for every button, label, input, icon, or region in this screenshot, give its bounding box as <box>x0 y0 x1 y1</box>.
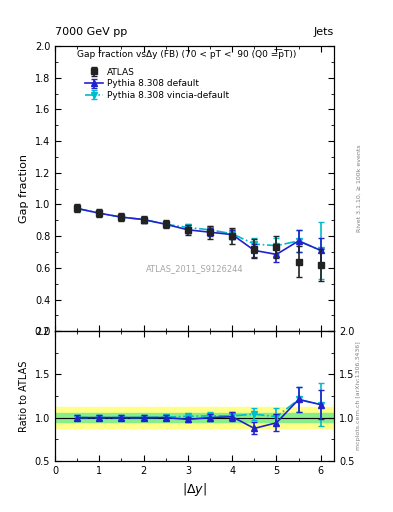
Legend: ATLAS, Pythia 8.308 default, Pythia 8.308 vincia-default: ATLAS, Pythia 8.308 default, Pythia 8.30… <box>82 65 232 103</box>
Text: mcplots.cern.ch [arXiv:1306.3436]: mcplots.cern.ch [arXiv:1306.3436] <box>356 342 362 451</box>
Text: ATLAS_2011_S9126244: ATLAS_2011_S9126244 <box>146 264 243 273</box>
Y-axis label: Ratio to ATLAS: Ratio to ATLAS <box>19 360 29 432</box>
Y-axis label: Gap fraction: Gap fraction <box>19 154 29 223</box>
Text: Jets: Jets <box>314 27 334 37</box>
Text: 7000 GeV pp: 7000 GeV pp <box>55 27 127 37</box>
X-axis label: $|\Delta y|$: $|\Delta y|$ <box>182 481 207 498</box>
Text: Gap fraction vsΔy (FB) (70 < pT <  90 (Q0 =͞pT)): Gap fraction vsΔy (FB) (70 < pT < 90 (Q0… <box>77 49 297 59</box>
Text: Rivet 3.1.10, ≥ 100k events: Rivet 3.1.10, ≥ 100k events <box>356 145 362 232</box>
